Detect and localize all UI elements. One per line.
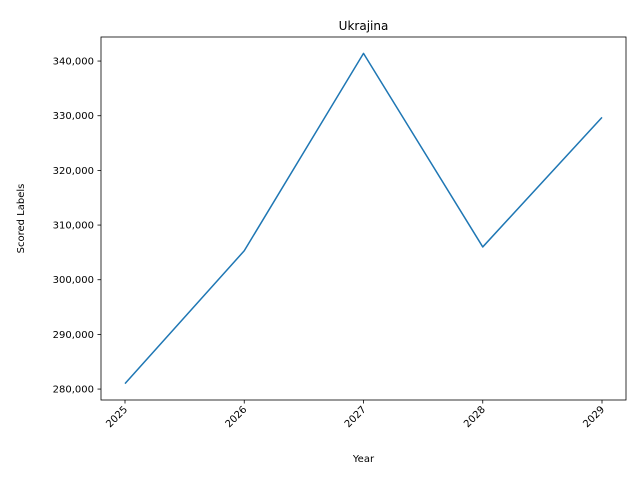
y-axis: 280,000 290,000 300,000 310,000 320,000 330,0… (53, 57, 101, 396)
y-tick-label: 290,000 (53, 330, 94, 341)
x-tick-label: 2027 (343, 404, 369, 430)
y-tick-label: 280,000 (53, 385, 94, 396)
x-tick-label: 2025 (104, 404, 130, 430)
y-tick-label: 340,000 (53, 57, 94, 68)
y-tick-label: 320,000 (53, 166, 94, 177)
x-tick-label: 2029 (581, 404, 607, 430)
y-tick-label: 300,000 (53, 275, 94, 286)
x-tick-label: 2028 (462, 404, 488, 430)
chart-title: Ukrajina (339, 19, 389, 33)
y-tick-label: 310,000 (53, 221, 94, 232)
x-tick-label: 2026 (224, 404, 250, 430)
series-line (124, 52, 603, 385)
x-axis: 2025 2026 2027 2028 2029 (104, 400, 607, 430)
plot-area (124, 52, 603, 385)
axes-frame (100, 36, 627, 401)
x-axis-label: Year (352, 454, 375, 465)
y-tick-label: 330,000 (53, 111, 94, 122)
y-axis-label: Scored Labels (16, 184, 27, 254)
